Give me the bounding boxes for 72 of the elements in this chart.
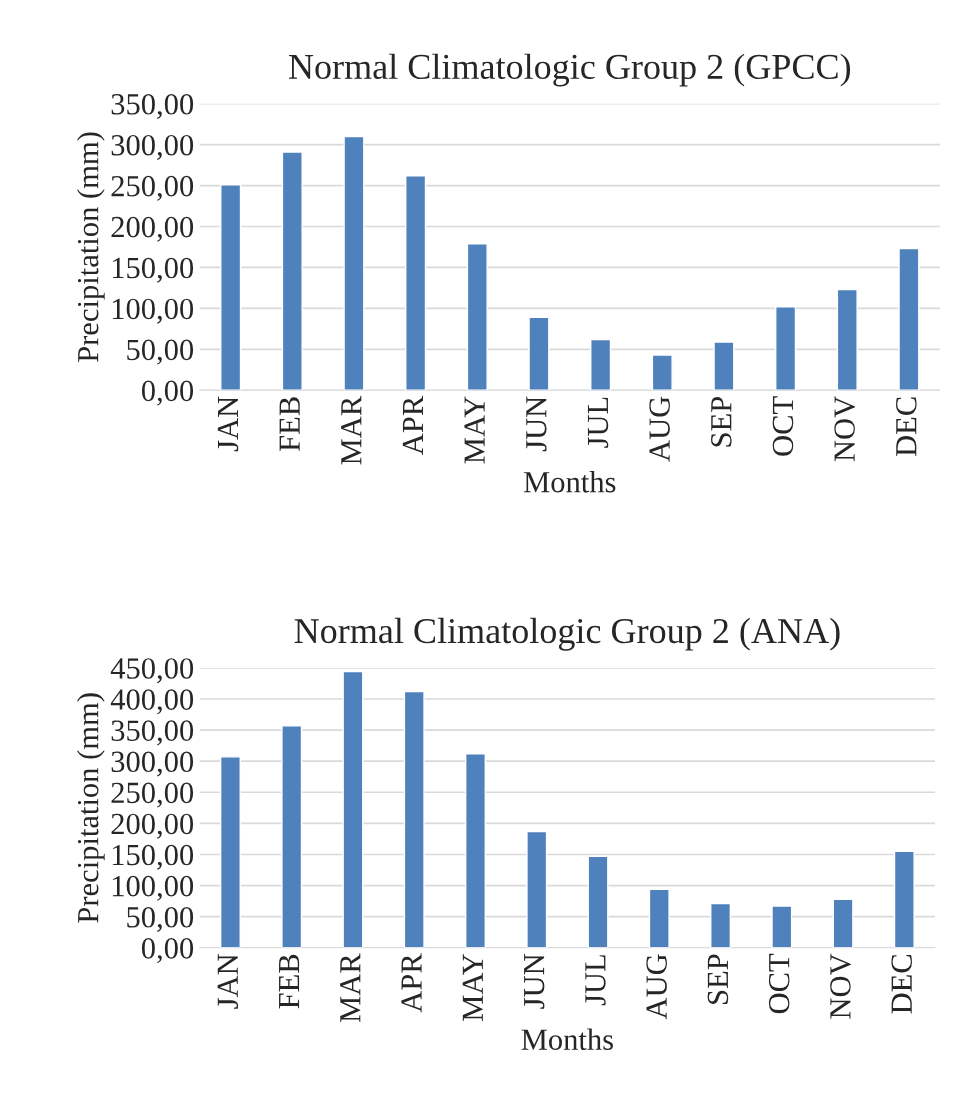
- y-tick-label: 150,00: [112, 844, 194, 870]
- y-tick-label: 150,00: [112, 257, 194, 283]
- bar: [898, 247, 920, 391]
- y-tick-label: 300,00: [111, 751, 194, 777]
- y-tick-label: 250,00: [111, 175, 194, 201]
- bar: [528, 316, 550, 391]
- bar: [893, 850, 915, 948]
- x-tick-label: JUN: [524, 954, 545, 1009]
- bar: [403, 690, 425, 948]
- bar: [466, 243, 488, 391]
- bar: [220, 184, 242, 391]
- y-tick-label: 200,00: [111, 216, 194, 242]
- bar: [832, 898, 854, 948]
- chart-title: Normal Climatologic Group 2 (ANA): [294, 617, 840, 651]
- bar: [526, 830, 548, 948]
- bar: [713, 341, 735, 391]
- bar: [836, 288, 858, 391]
- y-tick-label: 100,00: [112, 298, 194, 324]
- x-tick-label: APR: [402, 395, 423, 455]
- y-tick-label: 400,00: [110, 689, 194, 715]
- x-tick-label: AUG: [649, 396, 670, 462]
- x-tick-label: JUL: [587, 397, 609, 448]
- bar: [651, 354, 673, 391]
- x-axis-title: Months: [521, 1028, 613, 1050]
- x-tick-label: MAY: [464, 396, 485, 464]
- chart-title: Normal Climatologic Group 2 (GPCC): [288, 53, 851, 87]
- x-tick-label: FEB: [279, 954, 300, 1009]
- bar: [775, 306, 797, 391]
- x-tick-label: NOV: [834, 396, 856, 462]
- y-axis-title: Precipitation (mm): [76, 132, 105, 362]
- bar: [343, 135, 365, 391]
- y-tick-label: 50,00: [127, 339, 194, 365]
- y-axis-title: Precipitation (mm): [76, 693, 105, 923]
- x-tick-label: DEC: [891, 954, 912, 1014]
- x-tick-label: JAN: [217, 396, 239, 452]
- x-tick-label: FEB: [279, 397, 300, 451]
- y-tick-label: 250,00: [111, 782, 194, 808]
- x-tick-label: JAN: [217, 954, 239, 1009]
- bar: [590, 338, 612, 391]
- bar: [648, 888, 670, 948]
- x-tick-label: OCT: [768, 953, 790, 1014]
- bar: [771, 905, 793, 948]
- bar: [281, 151, 303, 391]
- x-tick-label: MAR: [341, 395, 362, 465]
- x-axis-title: Months: [523, 470, 616, 493]
- bar: [342, 670, 364, 948]
- y-tick-label: 0,00: [141, 380, 194, 406]
- x-tick-label: SEP: [711, 397, 732, 447]
- x-tick-label: OCT: [772, 396, 794, 456]
- y-tick-label: 350,00: [111, 93, 194, 119]
- x-tick-label: MAY: [462, 954, 483, 1021]
- bar: [281, 725, 303, 948]
- y-tick-label: 0,00: [141, 938, 194, 964]
- x-tick-label: APR: [401, 953, 422, 1013]
- x-tick-label: JUL: [585, 955, 606, 1006]
- x-tick-label: NOV: [830, 953, 851, 1019]
- x-tick-label: JUN: [526, 396, 547, 452]
- bar: [219, 756, 241, 948]
- bar: [587, 855, 609, 948]
- y-tick-label: 50,00: [127, 906, 194, 932]
- bar: [405, 175, 427, 391]
- x-tick-label: AUG: [646, 954, 667, 1020]
- x-tick-label: MAR: [340, 953, 361, 1023]
- y-tick-label: 100,00: [112, 875, 194, 901]
- x-tick-label: DEC: [896, 397, 917, 457]
- y-tick-label: 300,00: [111, 134, 194, 160]
- x-tick-label: SEP: [707, 954, 729, 1004]
- y-tick-label: 200,00: [111, 813, 194, 839]
- y-tick-label: 350,00: [111, 720, 194, 746]
- bar: [464, 753, 486, 948]
- y-tick-label: 450,00: [110, 658, 194, 684]
- bar: [710, 902, 732, 948]
